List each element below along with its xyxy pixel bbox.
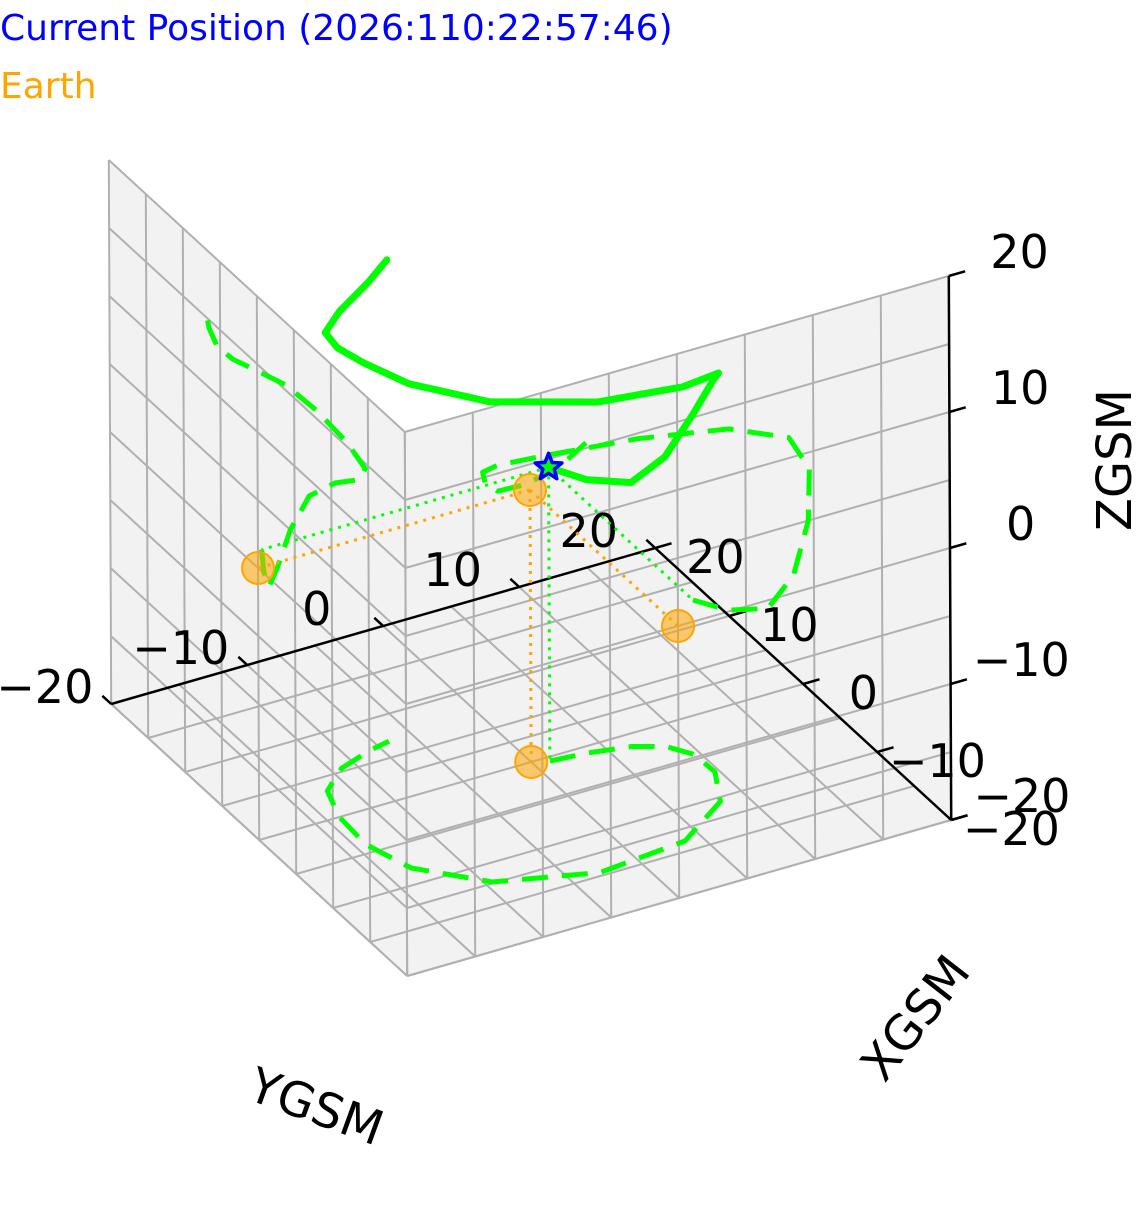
earth-marker-xz [241, 551, 275, 585]
orbit-projection-xz [203, 311, 368, 589]
legend: Current Position (2026:110:22:57:46) Ear… [0, 0, 673, 116]
x-tick [876, 746, 894, 754]
x-axis-title: XGSM [850, 945, 982, 1091]
z-tick [950, 678, 968, 686]
z-axis-title: ZGSM [1087, 389, 1143, 531]
y-tick [237, 655, 249, 666]
z-tick-label: 0 [1006, 497, 1035, 551]
z-tick-label: 10 [991, 361, 1050, 415]
y-tick [101, 694, 113, 705]
orbit-projection-xy [324, 738, 723, 885]
x-tick-label: 0 [849, 666, 878, 720]
y-tick-label: −10 [132, 621, 229, 675]
axis-panes [108, 160, 952, 976]
x-tick [654, 542, 672, 550]
floor-grid-y [518, 586, 816, 860]
earth-drop-z [528, 489, 533, 763]
z-tick [948, 270, 966, 278]
orbit-projection-yz [480, 426, 812, 613]
z-tick [950, 814, 968, 822]
x-tick-label: −20 [963, 802, 1060, 856]
x-tick-label: 10 [760, 598, 819, 652]
y-tick [373, 616, 385, 627]
y-axis-title: YGSM [240, 1057, 390, 1157]
x-tick [728, 610, 746, 618]
current-position-drop-x [547, 466, 694, 602]
back-grid-y [743, 334, 749, 879]
floor-grid-x [221, 649, 767, 807]
left-grid-x [181, 227, 187, 773]
data-traces [203, 256, 812, 885]
back-grid-y [879, 295, 885, 840]
y-tick [509, 577, 521, 588]
earth-marker [513, 473, 547, 507]
y-tick-label: 10 [424, 543, 483, 597]
z-tick [949, 542, 967, 550]
left-grid-x [218, 261, 224, 807]
back-grid-z [404, 343, 950, 501]
x-tick [802, 678, 820, 686]
back-grid-z [404, 275, 950, 433]
current-position-drop-z [547, 467, 552, 762]
earth-marker-yz [661, 609, 695, 643]
earth-marker-xy [514, 745, 549, 779]
orbit-line [321, 256, 722, 487]
z-tick-label: −20 [973, 769, 1070, 823]
z-tick [949, 406, 967, 414]
left-grid-z [108, 159, 406, 433]
floor-grid-y [586, 566, 884, 841]
left-grid-z [109, 363, 407, 637]
y-tick-label: 20 [560, 504, 619, 558]
floor-grid-x [184, 615, 730, 773]
y-tick-label: −20 [0, 660, 93, 714]
left-grid-x [144, 193, 150, 739]
earth-drop-x [528, 488, 680, 628]
x-tick-label: −10 [889, 734, 986, 788]
current-position-marker [533, 451, 564, 481]
floor-grid-y [450, 605, 748, 880]
y-tick-label: 0 [302, 582, 331, 636]
legend-earth: Earth [0, 66, 97, 107]
back-grid-y [811, 314, 817, 860]
earth-drop-y [257, 488, 531, 570]
x-tick-label: 20 [686, 530, 745, 584]
legend-current-position: Current Position (2026:110:22:57:46) [0, 8, 673, 49]
back-grid-z [405, 479, 950, 637]
back-grid-z [405, 411, 950, 569]
floor-grid-x [147, 581, 693, 739]
y-tick [645, 538, 657, 549]
z-tick-label: −10 [973, 633, 1070, 687]
z-tick-label: 20 [990, 225, 1049, 279]
left-grid-x [107, 159, 113, 705]
